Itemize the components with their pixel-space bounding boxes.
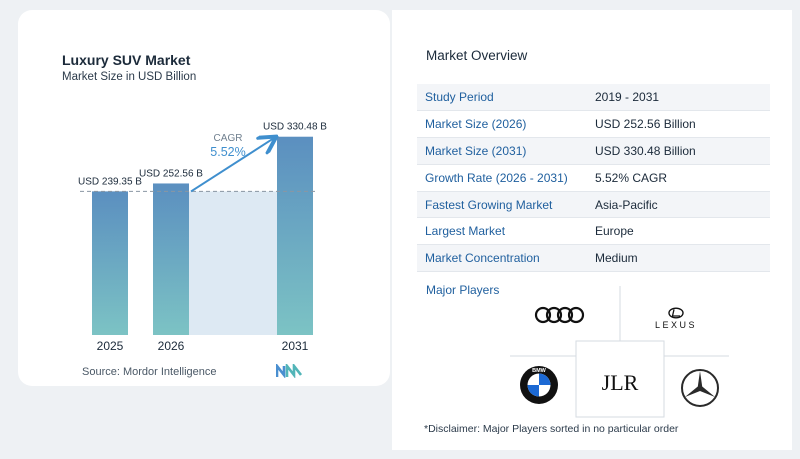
major-players-grid: LEXUS BMW JLR [510, 286, 729, 418]
audi-rings-icon [534, 306, 585, 324]
cagr-value: 5.52% [210, 145, 245, 159]
data-label-2026: USD 252.56 B [139, 168, 203, 179]
overview-table: Study Period 2019 - 2031 Market Size (202… [417, 84, 770, 272]
row-label: Largest Market [425, 224, 506, 239]
jlr-logo-icon: JLR [602, 370, 639, 395]
row-label: Market Concentration [425, 251, 540, 266]
table-row: Market Size (2026) USD 252.56 Billion [417, 111, 770, 138]
x-tick-label-2031: 2031 [282, 339, 309, 353]
mercedes-star-icon [681, 369, 719, 407]
data-label-2031: USD 330.48 B [263, 122, 327, 133]
row-value: Asia-Pacific [595, 197, 658, 212]
disclaimer: *Disclaimer: Major Players sorted in no … [424, 423, 679, 435]
row-value: 5.52% CAGR [595, 170, 668, 185]
bar-2026 [153, 183, 189, 335]
source-text: Source: Mordor Intelligence [82, 366, 217, 378]
major-players-title: Major Players [426, 283, 500, 297]
chart-subtitle: Market Size in USD Billion [62, 71, 197, 83]
row-value: Medium [595, 251, 638, 266]
data-label-2025: USD 239.35 B [78, 176, 142, 187]
row-value: USD 330.48 Billion [595, 143, 696, 158]
row-value: Europe [595, 224, 634, 239]
row-label: Growth Rate (2026 - 2031) [425, 170, 568, 185]
bar-2025 [92, 191, 128, 335]
bar-chart: USD 239.35 B 2025 USD 252.56 B 2026 USD 330.… [78, 122, 327, 353]
table-row: Market Size (2031) USD 330.48 Billion [417, 137, 770, 165]
table-row: Growth Rate (2026 - 2031) 5.52% CAGR [417, 164, 770, 192]
table-row: Largest Market Europe [417, 218, 770, 245]
x-tick-label-2025: 2025 [97, 339, 124, 353]
bmw-wordmark: BMW [532, 368, 547, 374]
market-overview-panel: Market Overview Study Period 2019 - 2031 … [392, 10, 792, 450]
x-tick-label-2026: 2026 [158, 339, 185, 353]
bar-2031 [277, 136, 313, 335]
row-label: Study Period [425, 90, 494, 105]
lexus-wordmark: LEXUS [655, 320, 697, 330]
lexus-logo-icon: LEXUS [655, 307, 697, 330]
mordor-intelligence-logo-icon [276, 364, 302, 378]
cagr-arrow [190, 139, 273, 193]
bmw-roundel-icon: BMW [520, 366, 558, 404]
table-row: Market Concentration Medium [417, 244, 770, 272]
row-label: Market Size (2031) [425, 143, 527, 158]
row-label: Fastest Growing Market [425, 197, 553, 212]
grid-divider [575, 340, 665, 418]
row-value: 2019 - 2031 [595, 90, 660, 105]
growth-band [189, 191, 277, 335]
overview-title: Market Overview [426, 48, 528, 63]
chart-title: Luxury SUV Market [62, 52, 191, 68]
cagr-label: CAGR [214, 133, 243, 144]
table-row: Fastest Growing Market Asia-Pacific [417, 191, 770, 218]
row-value: USD 252.56 Billion [595, 117, 696, 132]
row-label: Market Size (2026) [425, 117, 527, 132]
table-row: Study Period 2019 - 2031 [417, 84, 770, 111]
